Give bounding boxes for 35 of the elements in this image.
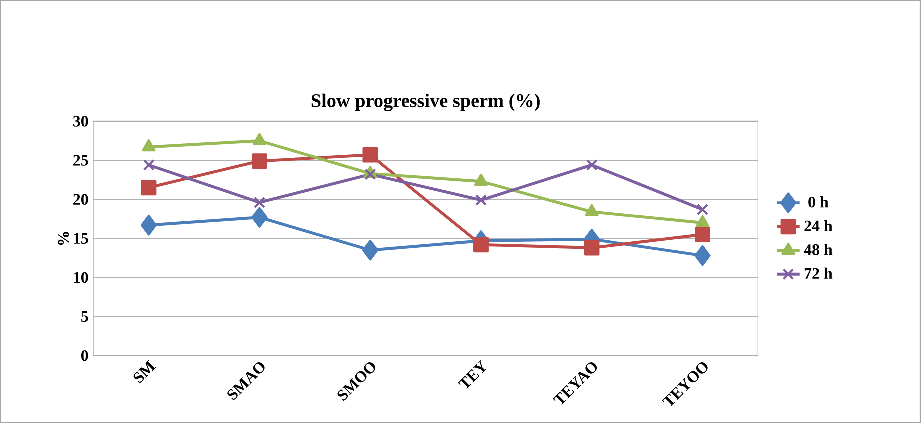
point <box>474 237 489 253</box>
point <box>584 240 600 256</box>
legend-label: 72 h <box>804 268 833 280</box>
chart-title: Slow progressive sperm (%) <box>312 94 540 112</box>
point <box>586 160 598 172</box>
point <box>252 154 268 170</box>
y-axis-title: % <box>58 232 70 246</box>
y-tick-label: 0 <box>81 350 88 362</box>
x-tick-label: SM <box>134 360 156 384</box>
point <box>585 204 599 217</box>
y-tick-label: 15 <box>74 234 88 244</box>
y-tick-label: 5 <box>82 312 88 322</box>
point <box>474 174 488 186</box>
point <box>475 194 488 206</box>
legend-label: 0 h <box>808 196 829 208</box>
point <box>143 160 155 172</box>
point <box>141 180 157 196</box>
point <box>364 169 376 181</box>
point <box>140 215 158 236</box>
point <box>362 148 378 163</box>
point <box>694 246 711 266</box>
y-tick-label: 25 <box>74 155 88 166</box>
y-tick-label: 20 <box>74 194 88 206</box>
legend-label: 24 h <box>804 220 833 232</box>
y-tick-label: 30 <box>74 116 88 128</box>
legend-label: 48 h <box>804 244 833 256</box>
point <box>252 133 267 146</box>
point <box>695 227 710 243</box>
point <box>362 240 379 261</box>
point <box>254 197 266 209</box>
point <box>696 216 710 228</box>
y-tick-label: 10 <box>74 272 88 284</box>
point <box>252 207 268 228</box>
point <box>142 140 156 152</box>
point <box>696 204 709 216</box>
